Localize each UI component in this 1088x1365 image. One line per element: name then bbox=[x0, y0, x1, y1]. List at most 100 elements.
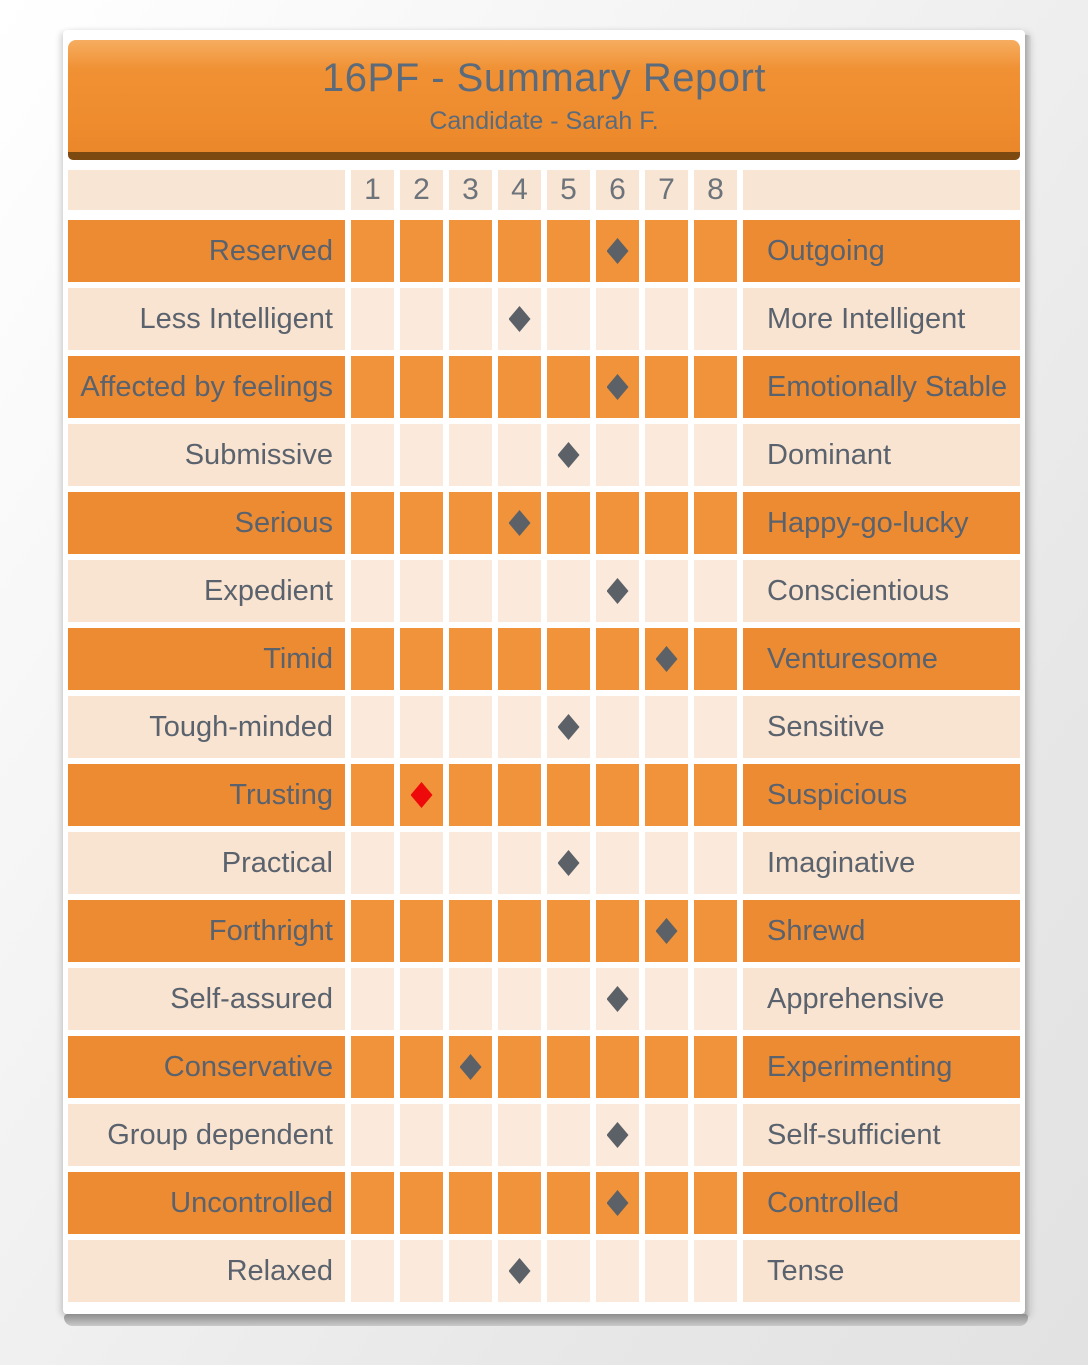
factor-row: Tough-minded Sensitive bbox=[68, 696, 1020, 758]
score-cell bbox=[596, 900, 639, 962]
score-cell bbox=[596, 1036, 639, 1098]
factor-left-label: Relaxed bbox=[68, 1240, 345, 1302]
score-cell bbox=[351, 968, 394, 1030]
score-cell bbox=[645, 764, 688, 826]
factor-row: Trusting Suspicious bbox=[68, 764, 1020, 826]
factor-left-label: Tough-minded bbox=[68, 696, 345, 758]
score-cell bbox=[449, 1172, 492, 1234]
score-cell bbox=[449, 560, 492, 622]
factor-left-label: Group dependent bbox=[68, 1104, 345, 1166]
score-cell bbox=[351, 1036, 394, 1098]
score-cell bbox=[449, 900, 492, 962]
score-marker-diamond bbox=[655, 918, 678, 944]
score-cell bbox=[645, 560, 688, 622]
score-cell bbox=[498, 968, 541, 1030]
score-cell bbox=[596, 696, 639, 758]
score-cell bbox=[351, 628, 394, 690]
score-cell bbox=[400, 492, 443, 554]
score-cell bbox=[400, 832, 443, 894]
score-cell bbox=[694, 900, 737, 962]
factor-left-label: Forthright bbox=[68, 900, 345, 962]
score-cell bbox=[449, 764, 492, 826]
score-cell bbox=[351, 696, 394, 758]
score-cell bbox=[645, 288, 688, 350]
factor-row: Less Intelligent More Intelligent bbox=[68, 288, 1020, 350]
score-cell bbox=[547, 492, 590, 554]
score-cell bbox=[694, 1036, 737, 1098]
score-cell bbox=[694, 968, 737, 1030]
factor-right-label: Suspicious bbox=[743, 764, 1020, 826]
score-cell bbox=[596, 832, 639, 894]
score-cell bbox=[498, 900, 541, 962]
score-cell bbox=[351, 1104, 394, 1166]
score-cell bbox=[498, 1036, 541, 1098]
score-marker-diamond bbox=[606, 1122, 629, 1148]
score-cell bbox=[498, 696, 541, 758]
score-cell bbox=[449, 288, 492, 350]
score-marker-diamond bbox=[606, 374, 629, 400]
score-cell bbox=[400, 356, 443, 418]
score-marker-diamond bbox=[606, 238, 629, 264]
score-cell bbox=[596, 356, 639, 418]
score-cell bbox=[547, 628, 590, 690]
score-cell bbox=[694, 356, 737, 418]
report-title: 16PF - Summary Report bbox=[322, 56, 766, 100]
candidate-name: Candidate - Sarah F. bbox=[429, 107, 659, 135]
score-cell bbox=[498, 492, 541, 554]
score-cell bbox=[400, 1036, 443, 1098]
score-cell bbox=[498, 832, 541, 894]
score-cell bbox=[694, 220, 737, 282]
score-cell bbox=[547, 1104, 590, 1166]
score-cell bbox=[547, 288, 590, 350]
factor-row: Serious Happy-go-lucky bbox=[68, 492, 1020, 554]
factor-row: Forthright Shrewd bbox=[68, 900, 1020, 962]
factor-right-label: Dominant bbox=[743, 424, 1020, 486]
score-marker-diamond bbox=[459, 1054, 482, 1080]
factor-left-label: Reserved bbox=[68, 220, 345, 282]
score-cell bbox=[694, 288, 737, 350]
score-cell bbox=[449, 424, 492, 486]
score-cell bbox=[645, 492, 688, 554]
score-marker-diamond bbox=[655, 646, 678, 672]
score-cell bbox=[547, 424, 590, 486]
score-cell bbox=[400, 1172, 443, 1234]
score-cell bbox=[400, 560, 443, 622]
score-cell bbox=[547, 220, 590, 282]
factor-right-label: Venturesome bbox=[743, 628, 1020, 690]
score-marker-diamond bbox=[557, 850, 580, 876]
score-cell bbox=[694, 696, 737, 758]
factor-left-label: Less Intelligent bbox=[68, 288, 345, 350]
score-marker-diamond bbox=[410, 782, 433, 808]
score-cell bbox=[547, 832, 590, 894]
factor-row: Reserved Outgoing bbox=[68, 220, 1020, 282]
scale-tick: 6 bbox=[596, 170, 639, 210]
score-cell bbox=[351, 356, 394, 418]
factor-left-label: Expedient bbox=[68, 560, 345, 622]
score-cell bbox=[596, 560, 639, 622]
score-cell bbox=[351, 900, 394, 962]
score-cell bbox=[645, 1104, 688, 1166]
score-cell bbox=[645, 220, 688, 282]
score-marker-diamond bbox=[606, 986, 629, 1012]
factor-left-label: Affected by feelings bbox=[68, 356, 345, 418]
factor-row: Submissive Dominant bbox=[68, 424, 1020, 486]
score-cell bbox=[400, 628, 443, 690]
factor-row: Self-assured Apprehensive bbox=[68, 968, 1020, 1030]
factor-row: Relaxed Tense bbox=[68, 1240, 1020, 1302]
score-cell bbox=[645, 424, 688, 486]
score-cell bbox=[596, 1240, 639, 1302]
score-cell bbox=[498, 288, 541, 350]
score-cell bbox=[498, 1172, 541, 1234]
score-cell bbox=[449, 1104, 492, 1166]
score-cell bbox=[645, 900, 688, 962]
score-cell bbox=[449, 1036, 492, 1098]
factor-right-label: Happy-go-lucky bbox=[743, 492, 1020, 554]
scale-tick: 4 bbox=[498, 170, 541, 210]
score-marker-diamond bbox=[606, 1190, 629, 1216]
score-cell bbox=[596, 1104, 639, 1166]
score-cell bbox=[694, 764, 737, 826]
score-cell bbox=[694, 560, 737, 622]
score-cell bbox=[351, 1240, 394, 1302]
factor-row: Expedient Conscientious bbox=[68, 560, 1020, 622]
